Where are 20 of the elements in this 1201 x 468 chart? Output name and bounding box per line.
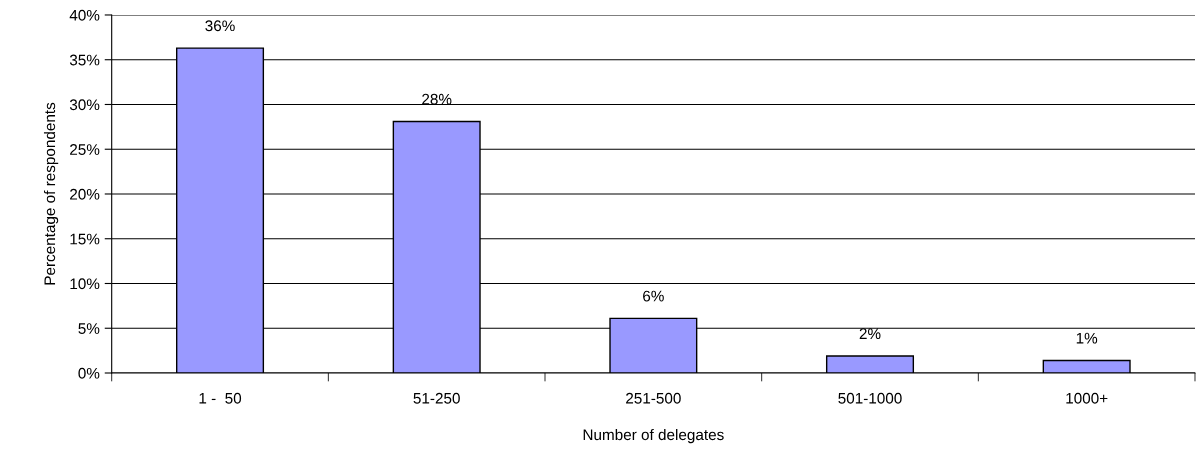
y-tick-label: 30% [69,99,100,111]
x-tick-label: 501-1000 [838,392,902,404]
y-tick-label: 35% [69,54,100,66]
data-label: 2% [859,328,881,340]
x-tick-label: 251-500 [626,392,681,404]
x-tick-label: 1 - 50 [199,392,242,404]
y-tick-label: 40% [69,9,100,21]
y-axis-title: Percentage of respondents [43,102,59,285]
y-tick-label: 0% [78,367,100,379]
data-label: 6% [643,290,664,302]
data-label: 1% [1076,332,1098,344]
y-tick-label: 15% [70,233,100,245]
y-tick-label: 5% [78,323,100,334]
data-label: 36% [205,20,235,32]
y-tick-label: 10% [70,278,100,290]
x-tick-label: 51-250 [413,392,460,404]
y-tick-label: 25% [70,144,100,155]
y-tick-label: 20% [70,188,100,200]
x-axis-title: Number of delegates [583,428,724,444]
x-tick-label: 1000+ [1066,392,1108,404]
